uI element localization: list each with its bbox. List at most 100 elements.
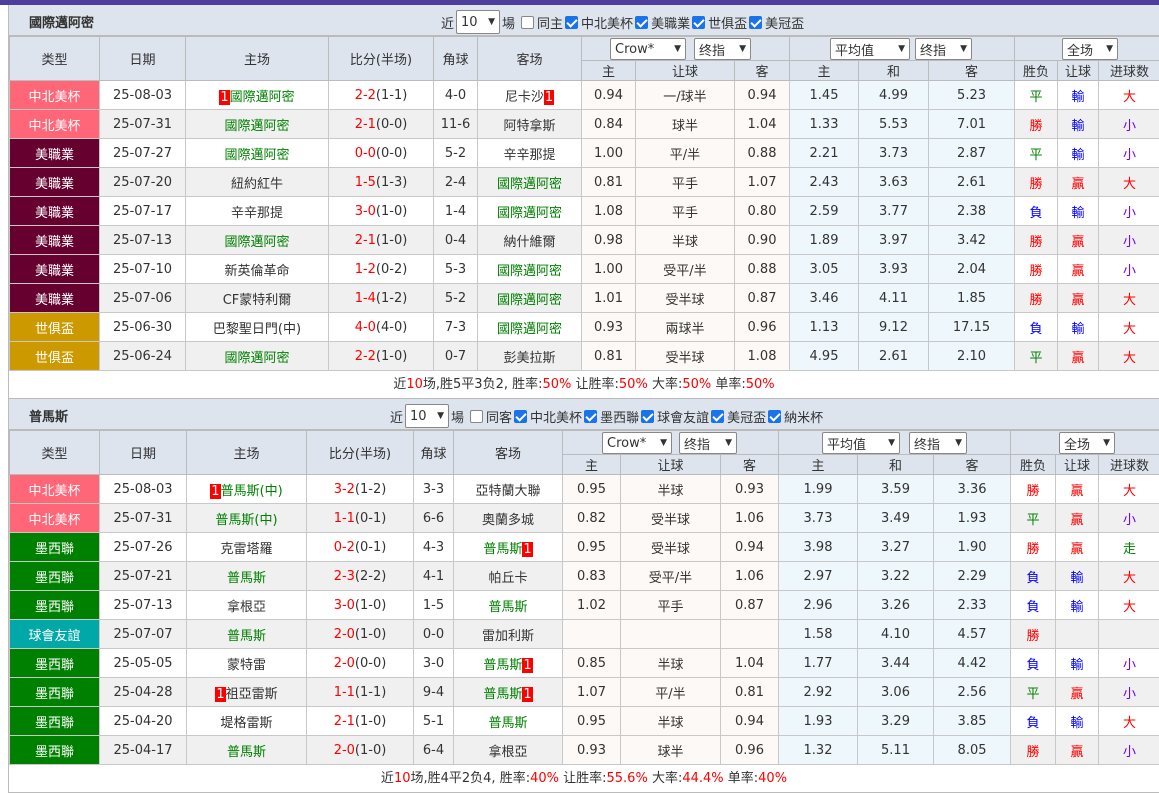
- competition-checkbox[interactable]: [565, 16, 578, 29]
- away-team-cell[interactable]: 國際邁阿密: [478, 197, 582, 226]
- away-team-name[interactable]: 奧蘭多城: [482, 513, 534, 528]
- competition-type[interactable]: 世俱盃: [10, 342, 100, 371]
- match-count-select[interactable]: 10▼: [405, 404, 449, 428]
- home-team-cell[interactable]: 蒙特雷: [187, 649, 307, 678]
- home-team-name[interactable]: 堤格雷斯: [220, 716, 272, 731]
- away-team-name[interactable]: 國際邁阿密: [497, 293, 562, 308]
- away-team-cell[interactable]: 辛辛那提: [478, 139, 582, 168]
- period-select[interactable]: 全场▼: [1062, 38, 1118, 60]
- home-team-cell[interactable]: 巴黎聖日門(中): [186, 313, 329, 342]
- away-team-name[interactable]: 辛辛那提: [503, 148, 555, 163]
- away-team-name[interactable]: 國際邁阿密: [497, 177, 562, 192]
- away-team-cell[interactable]: 普馬斯1: [454, 649, 563, 678]
- away-team-cell[interactable]: 拿根亞: [454, 736, 563, 765]
- competition-type[interactable]: 球會友誼: [10, 620, 100, 649]
- away-team-name[interactable]: 國際邁阿密: [497, 322, 562, 337]
- away-team-cell[interactable]: 尼卡沙1: [478, 81, 582, 110]
- competition-checkbox[interactable]: [711, 410, 724, 423]
- competition-type[interactable]: 中北美杯: [10, 81, 100, 110]
- company-select[interactable]: Crow*▼: [610, 38, 686, 60]
- avg-select[interactable]: 平均值▼: [822, 432, 900, 454]
- competition-type[interactable]: 墨西聯: [10, 562, 100, 591]
- away-team-cell[interactable]: 阿特拿斯: [478, 110, 582, 139]
- match-count-select[interactable]: 10▼: [456, 10, 500, 34]
- competition-type[interactable]: 墨西聯: [10, 649, 100, 678]
- home-team-cell[interactable]: 拿根亞: [187, 591, 307, 620]
- away-team-name[interactable]: 阿特拿斯: [503, 119, 555, 134]
- home-team-name[interactable]: 辛辛那提: [231, 206, 283, 221]
- home-team-cell[interactable]: 普馬斯: [187, 562, 307, 591]
- competition-checkbox[interactable]: [584, 410, 597, 423]
- home-team-name[interactable]: 國際邁阿密: [224, 148, 289, 163]
- away-team-cell[interactable]: 亞特蘭大聯: [454, 475, 563, 504]
- competition-type[interactable]: 中北美杯: [10, 504, 100, 533]
- competition-checkbox[interactable]: [514, 410, 527, 423]
- away-team-cell[interactable]: 普馬斯1: [454, 678, 563, 707]
- period-select[interactable]: 全场▼: [1059, 432, 1115, 454]
- home-team-name[interactable]: 普馬斯: [227, 629, 266, 644]
- home-team-name[interactable]: 新英倫革命: [224, 264, 289, 279]
- away-team-cell[interactable]: 國際邁阿密: [478, 168, 582, 197]
- home-team-name[interactable]: 巴黎聖日門(中): [213, 322, 301, 337]
- home-team-cell[interactable]: 國際邁阿密: [186, 226, 329, 255]
- home-team-name[interactable]: 紐約紅牛: [231, 177, 283, 192]
- competition-checkbox[interactable]: [641, 410, 654, 423]
- away-team-cell[interactable]: 國際邁阿密: [478, 284, 582, 313]
- competition-type[interactable]: 墨西聯: [10, 736, 100, 765]
- avg-odds-select[interactable]: 终指▼: [909, 432, 967, 454]
- away-team-name[interactable]: 普馬斯: [488, 716, 527, 731]
- away-team-name[interactable]: 彭美拉斯: [503, 351, 555, 366]
- away-team-name[interactable]: 亞特蘭大聯: [475, 484, 540, 499]
- competition-checkbox[interactable]: [749, 16, 762, 29]
- odds-select[interactable]: 终指▼: [679, 432, 737, 454]
- home-team-name[interactable]: 國際邁阿密: [230, 90, 295, 105]
- home-team-cell[interactable]: 新英倫革命: [186, 255, 329, 284]
- away-team-name[interactable]: 帕丘卡: [488, 571, 527, 586]
- away-team-cell[interactable]: 奧蘭多城: [454, 504, 563, 533]
- competition-type[interactable]: 美職業: [10, 255, 100, 284]
- home-team-cell[interactable]: 普馬斯(中): [187, 504, 307, 533]
- competition-checkbox[interactable]: [635, 16, 648, 29]
- home-team-name[interactable]: 普馬斯(中): [215, 513, 277, 528]
- home-team-cell[interactable]: 紐約紅牛: [186, 168, 329, 197]
- same-venue-checkbox[interactable]: [470, 410, 483, 423]
- company-select[interactable]: Crow*▼: [602, 432, 672, 454]
- competition-type[interactable]: 美職業: [10, 139, 100, 168]
- competition-type[interactable]: 墨西聯: [10, 707, 100, 736]
- away-team-cell[interactable]: 普馬斯1: [454, 533, 563, 562]
- home-team-name[interactable]: 祖亞雷斯: [226, 687, 278, 702]
- home-team-cell[interactable]: 1國際邁阿密: [186, 81, 329, 110]
- competition-type[interactable]: 世俱盃: [10, 313, 100, 342]
- competition-type[interactable]: 美職業: [10, 197, 100, 226]
- home-team-cell[interactable]: 1普馬斯(中): [187, 475, 307, 504]
- avg-select[interactable]: 平均值▼: [830, 38, 910, 60]
- competition-type[interactable]: 墨西聯: [10, 533, 100, 562]
- home-team-name[interactable]: 國際邁阿密: [224, 235, 289, 250]
- competition-type[interactable]: 墨西聯: [10, 591, 100, 620]
- home-team-cell[interactable]: 國際邁阿密: [186, 110, 329, 139]
- home-team-name[interactable]: 拿根亞: [227, 600, 266, 615]
- odds-select[interactable]: 终指▼: [694, 38, 751, 60]
- home-team-cell[interactable]: 辛辛那提: [186, 197, 329, 226]
- avg-odds-select[interactable]: 终指▼: [915, 38, 972, 60]
- home-team-name[interactable]: 普馬斯: [227, 745, 266, 760]
- home-team-cell[interactable]: 普馬斯: [187, 620, 307, 649]
- away-team-name[interactable]: 國際邁阿密: [497, 206, 562, 221]
- home-team-name[interactable]: 國際邁阿密: [224, 351, 289, 366]
- away-team-name[interactable]: 普馬斯: [483, 687, 522, 702]
- competition-type[interactable]: 墨西聯: [10, 678, 100, 707]
- away-team-cell[interactable]: 國際邁阿密: [478, 313, 582, 342]
- away-team-name[interactable]: 普馬斯: [483, 658, 522, 673]
- home-team-cell[interactable]: CF蒙特利爾: [186, 284, 329, 313]
- home-team-name[interactable]: CF蒙特利爾: [223, 293, 292, 308]
- away-team-cell[interactable]: 國際邁阿密: [478, 255, 582, 284]
- away-team-cell[interactable]: 納什維爾: [478, 226, 582, 255]
- competition-type[interactable]: 美職業: [10, 168, 100, 197]
- competition-checkbox[interactable]: [692, 16, 705, 29]
- home-team-name[interactable]: 蒙特雷: [227, 658, 266, 673]
- competition-type[interactable]: 中北美杯: [10, 110, 100, 139]
- same-venue-checkbox[interactable]: [521, 16, 534, 29]
- away-team-name[interactable]: 尼卡沙: [505, 90, 544, 105]
- away-team-cell[interactable]: 彭美拉斯: [478, 342, 582, 371]
- away-team-name[interactable]: 拿根亞: [488, 745, 527, 760]
